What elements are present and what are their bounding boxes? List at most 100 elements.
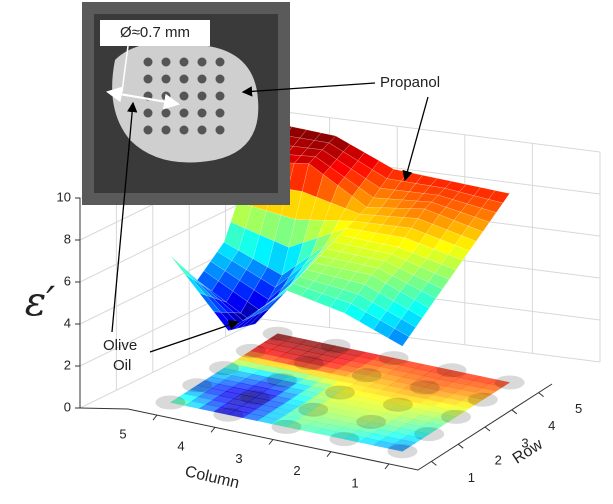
surface-patch (359, 207, 382, 216)
surface-patch (404, 227, 427, 244)
surface-patch (365, 169, 388, 189)
surface-patch (301, 163, 324, 198)
surface-patch (344, 303, 366, 322)
scale-box (100, 20, 210, 46)
surface-patch (437, 187, 460, 200)
surface-patch (389, 226, 412, 238)
surface-patch (375, 224, 398, 236)
electrode-spot (271, 419, 302, 434)
surface-patch (327, 258, 350, 270)
surface-patch (481, 199, 504, 213)
surface-patch (314, 293, 338, 308)
y-tick (457, 443, 464, 449)
surface-patch (259, 210, 282, 242)
surface-patch (356, 264, 379, 276)
x-tick (268, 439, 274, 445)
surface-patch (319, 248, 342, 260)
surface-patch (370, 267, 393, 284)
electrode-spot (298, 402, 329, 417)
x-tick (384, 463, 390, 470)
surface-patch (408, 183, 431, 194)
photo-dot (161, 108, 171, 118)
photo-dot (179, 91, 189, 101)
photo-dot (197, 57, 207, 67)
surface-patch (377, 260, 400, 276)
surface-patch (421, 281, 443, 299)
surface-patch (292, 137, 315, 149)
z-tick-label: 0 (64, 399, 71, 414)
x-tick (326, 451, 332, 458)
surface-patch (341, 261, 364, 273)
surface-patch (364, 274, 387, 294)
surface-patch (321, 284, 344, 299)
surface-patch (398, 260, 421, 276)
surface-patch (378, 282, 401, 302)
electrode-spot (409, 380, 440, 395)
surface-patch (336, 289, 359, 304)
electrode-spot (378, 351, 409, 366)
surface-patch (384, 253, 407, 269)
surface-patch (278, 276, 300, 296)
y-axis-label: Row (510, 436, 546, 468)
surface-patch (365, 301, 388, 321)
scale-annotation: Ø≈0.7 mm (120, 24, 190, 41)
photo-dot (197, 125, 207, 135)
propanol-arrow (241, 82, 376, 97)
photo-dot (215, 91, 225, 101)
surface-patch (335, 268, 358, 282)
z-tick-label: 10 (57, 189, 71, 204)
y-tick-label: 2 (495, 453, 502, 468)
electrode-spot (329, 432, 360, 447)
surface-patch (441, 254, 464, 271)
photo-dot (161, 91, 171, 101)
surface-patch (244, 206, 267, 236)
photo-dot (143, 74, 153, 84)
electrode-spot (182, 378, 213, 393)
y-tick (538, 392, 544, 397)
surface-patch (388, 207, 411, 218)
surface-patch (379, 178, 402, 191)
surface-patch (268, 275, 291, 300)
electrode-spot (414, 427, 445, 442)
surface-patch (414, 290, 437, 309)
surface-patch (336, 151, 359, 170)
electrode-spot (155, 395, 186, 410)
surface-patch (360, 222, 383, 234)
floor-heatmap (155, 326, 525, 459)
oil-arrow (149, 320, 240, 353)
z-axis-label: ε′ (25, 279, 56, 325)
surface-patch (170, 255, 192, 279)
electrode-spot (436, 363, 467, 378)
surface-patch (300, 288, 323, 303)
y-tick-label: 4 (548, 418, 555, 433)
surface-patch (399, 282, 422, 301)
electrode-spot (240, 390, 271, 405)
surface-patch (288, 219, 311, 248)
photo-dot (161, 125, 171, 135)
y-tick-label: 1 (468, 470, 475, 485)
inset-photo (82, 2, 290, 205)
electrode-spot (209, 361, 239, 376)
electrode-spot (387, 444, 418, 459)
surface-patch (316, 174, 339, 204)
surface-patch (400, 309, 423, 328)
surface-patch (374, 207, 397, 217)
surface-patch (330, 185, 353, 209)
photo-dot (197, 108, 207, 118)
surface-patch (419, 258, 442, 274)
x-tick-label: 4 (177, 439, 184, 454)
z-tick-label: 2 (64, 357, 71, 372)
photo-dot (215, 125, 225, 135)
surface-patch (433, 239, 456, 255)
electrode-spot (213, 407, 244, 422)
surface-patch (311, 241, 334, 262)
surface-patch (239, 269, 262, 291)
surface-patch (307, 280, 330, 294)
photo-dot (143, 57, 153, 67)
propanol-annotation: Propanol (380, 74, 440, 91)
photo-dot (143, 108, 153, 118)
electrode-spot (267, 373, 297, 388)
y-tick (431, 461, 437, 466)
electrode-spot (441, 409, 471, 424)
